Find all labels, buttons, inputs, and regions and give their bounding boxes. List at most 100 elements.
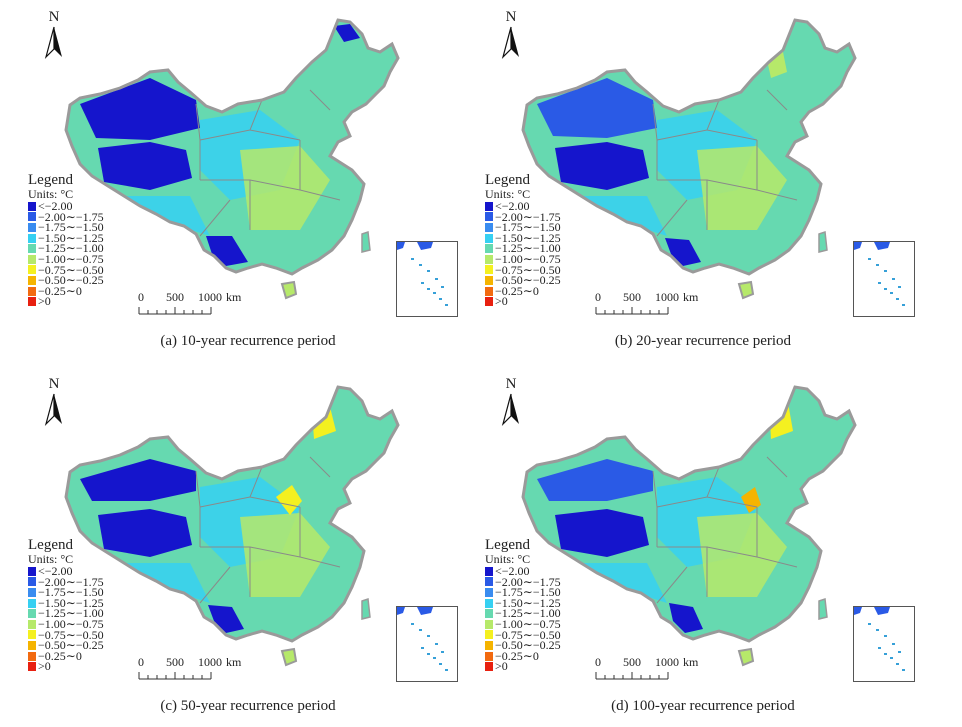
legend-item: −0.75∼−0.50 xyxy=(485,627,561,642)
legend-item: −1.50∼−1.25 xyxy=(28,232,104,244)
legend-item: −1.00∼−0.75 xyxy=(28,616,104,631)
legend-item: −2.00∼−1.75 xyxy=(485,209,561,224)
china-map xyxy=(521,18,857,300)
north-label: N xyxy=(48,9,60,25)
north-arrow: N xyxy=(42,377,66,431)
legend-item: >0 xyxy=(485,296,561,307)
legend-label: −0.50∼−0.25 xyxy=(495,638,561,653)
province-boundaries xyxy=(195,456,341,604)
legend-swatch xyxy=(28,265,36,275)
legend-label: −1.75∼−1.50 xyxy=(38,220,104,235)
scale-tick-label: 500 xyxy=(623,655,641,669)
legend-label: −2.00∼−1.75 xyxy=(38,574,104,589)
legend-swatch xyxy=(485,609,493,619)
scale-ruler xyxy=(595,672,669,680)
legend-label: −1.50∼−1.25 xyxy=(38,595,104,610)
legend-label: −1.75∼−1.50 xyxy=(495,585,561,600)
south-china-sea-inset xyxy=(396,241,458,317)
legend-swatch xyxy=(28,566,36,576)
legend-label: −0.25∼0 xyxy=(38,648,82,663)
legend-swatch xyxy=(485,254,493,264)
scale-unit: km xyxy=(683,655,699,669)
legend-swatch xyxy=(28,233,36,243)
scale-tick-label: 1000 xyxy=(655,290,679,304)
scale-unit: km xyxy=(226,655,242,669)
legend-item: −1.00∼−0.75 xyxy=(485,253,561,265)
scale-tick-label: 0 xyxy=(138,290,144,304)
legend-item: −0.50∼−0.25 xyxy=(28,274,104,286)
taiwan-island xyxy=(361,597,371,620)
scale-ruler xyxy=(595,307,669,315)
legend-swatch xyxy=(485,566,493,576)
legend-swatch xyxy=(485,297,493,307)
scale-bar: 0 500 1000 km xyxy=(138,290,248,319)
temperature-field xyxy=(66,20,398,274)
legend-label: −1.00∼−0.75 xyxy=(38,616,104,631)
legend-item: −0.75∼−0.50 xyxy=(28,262,104,277)
legend-swatch xyxy=(28,244,36,254)
legend-units: Units: °C xyxy=(28,552,74,566)
legend-swatch xyxy=(485,662,493,672)
legend-label: −1.00∼−0.75 xyxy=(38,251,104,266)
legend-label: −0.75∼−0.50 xyxy=(38,262,104,277)
legend-title: Legend xyxy=(28,537,73,553)
legend-swatch xyxy=(28,286,36,296)
legend-item: −0.75∼−0.50 xyxy=(28,629,104,640)
legend-label: <−2.00 xyxy=(38,199,73,213)
hainan-island xyxy=(280,647,298,667)
legend-label: −2.00∼−1.75 xyxy=(495,209,561,224)
legend-label: −0.25∼0 xyxy=(495,283,539,298)
legend-swatch xyxy=(485,598,493,608)
legend-item: <−2.00 xyxy=(28,199,104,213)
scale-tick-label: 0 xyxy=(595,655,601,669)
legend-swatch xyxy=(485,222,493,232)
legend-title: Legend xyxy=(28,172,73,188)
legend-label: <−2.00 xyxy=(495,199,530,213)
scale-bar: 0 500 1000 km xyxy=(595,290,705,319)
legend-swatch xyxy=(485,265,493,275)
scale-unit: km xyxy=(226,290,242,304)
south-china-sea-inset xyxy=(396,606,458,682)
china-map xyxy=(64,18,400,300)
scale-ruler xyxy=(138,307,212,315)
inset-map xyxy=(854,242,905,306)
legend-units: Units: °C xyxy=(28,187,74,201)
taiwan-island xyxy=(818,597,828,620)
legend-label: −0.75∼−0.50 xyxy=(495,627,561,642)
national-boundary xyxy=(521,18,857,276)
legend-label: −2.00∼−1.75 xyxy=(38,209,104,224)
temperature-field xyxy=(523,387,855,641)
legend-swatch xyxy=(28,587,36,597)
legend-title: Legend xyxy=(485,172,530,188)
north-label: N xyxy=(48,376,60,392)
legend-item: −2.00∼−1.75 xyxy=(28,209,104,224)
legend-item: −0.50∼−0.25 xyxy=(28,638,104,653)
panel-caption: (d) 100-year recurrence period xyxy=(611,698,795,714)
legend-swatch xyxy=(28,297,36,307)
legend-swatch xyxy=(28,222,36,232)
scale-bar: 0 500 1000 km xyxy=(595,655,705,684)
legend-label: <−2.00 xyxy=(495,564,530,578)
legend-swatch xyxy=(485,233,493,243)
legend-label: −0.50∼−0.25 xyxy=(38,638,104,653)
taiwan-island xyxy=(361,230,371,253)
legend-label: −1.25∼−1.00 xyxy=(38,241,104,256)
legend-item: −1.75∼−1.50 xyxy=(485,221,561,233)
scale-tick-label: 1000 xyxy=(655,655,679,669)
temperature-field xyxy=(523,20,855,274)
legend-swatch xyxy=(28,619,36,629)
south-china-sea-inset xyxy=(853,241,915,317)
panel-caption: (b) 20-year recurrence period xyxy=(614,333,792,349)
legend-item: >0 xyxy=(28,296,104,307)
legend-swatch xyxy=(485,640,493,650)
legend-swatch xyxy=(485,201,493,211)
legend-swatch xyxy=(28,254,36,264)
legend-swatch xyxy=(485,286,493,296)
province-boundaries xyxy=(652,456,798,604)
legend-swatch xyxy=(485,619,493,629)
scale-tick-label: 500 xyxy=(166,655,184,669)
legend-item: −1.50∼−1.25 xyxy=(485,232,561,244)
legend-item: <−2.00 xyxy=(485,564,561,578)
legend-swatch xyxy=(28,598,36,608)
scale-ruler xyxy=(138,672,212,680)
